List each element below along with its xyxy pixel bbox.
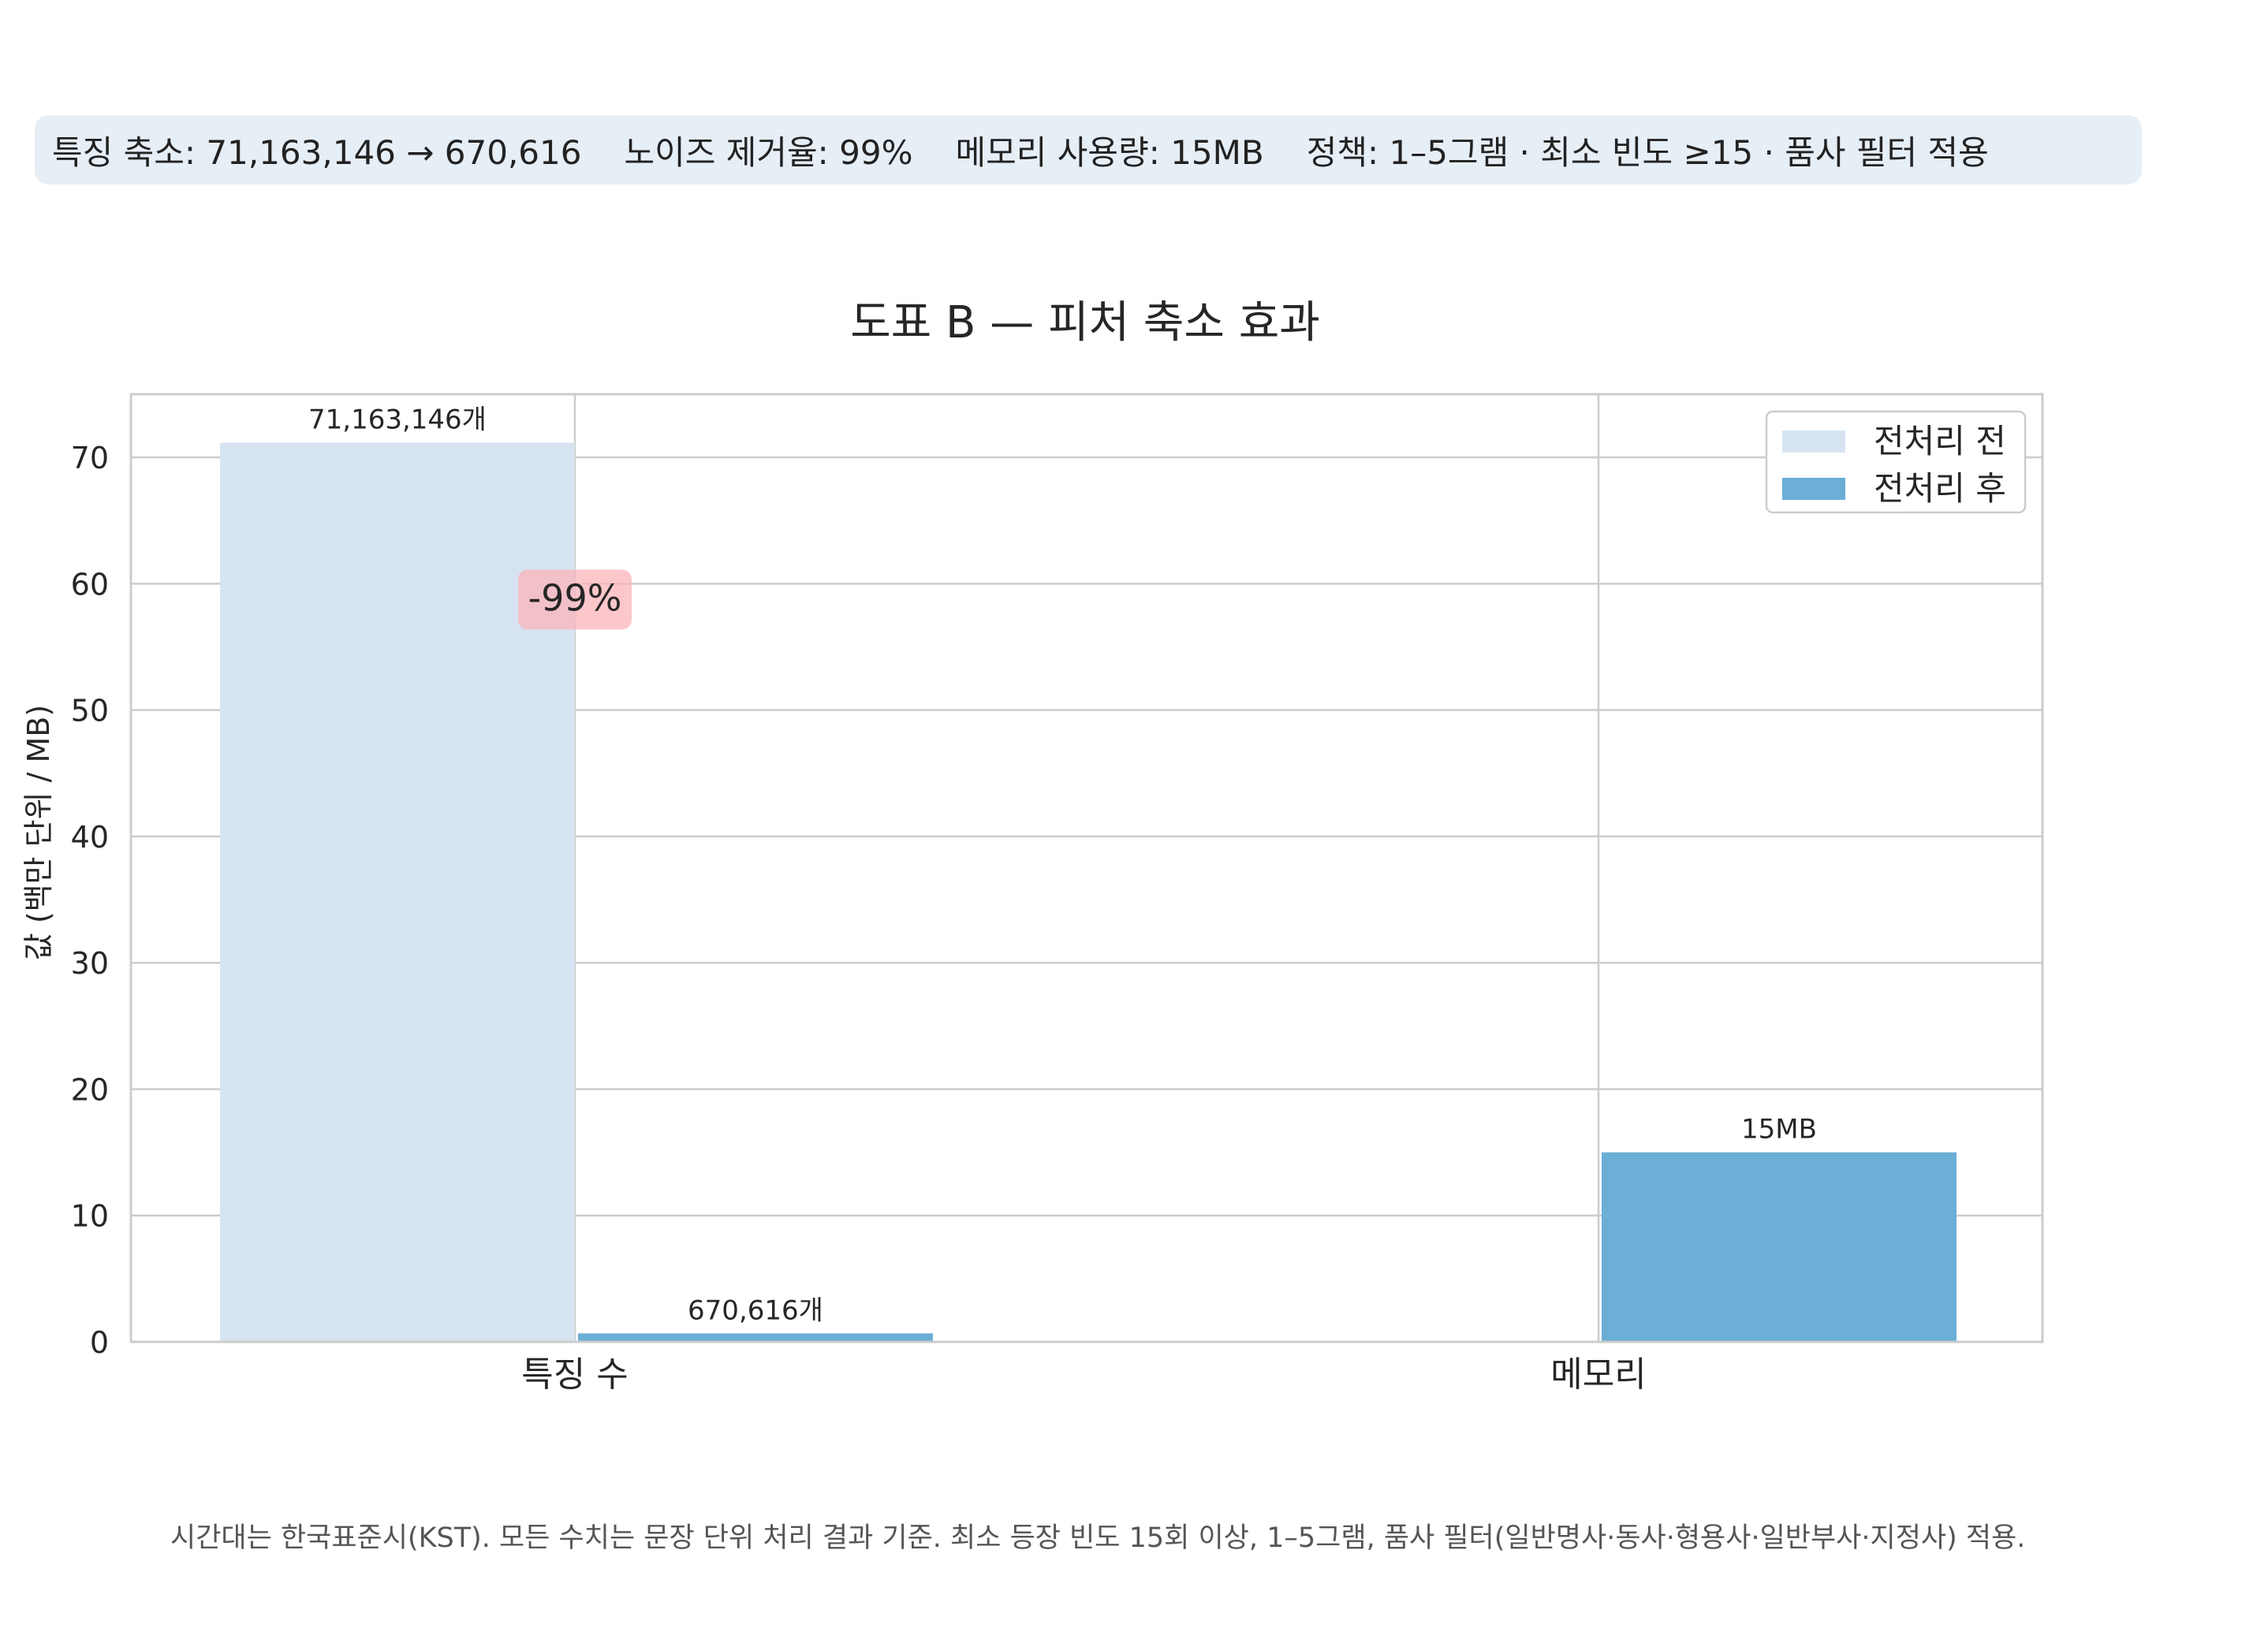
summary-policy: 정책: 1–5그램 · 최소 빈도 ≥15 · 품사 필터 적용 — [1306, 132, 1989, 172]
y-tick-label: 50 — [71, 694, 109, 728]
y-tick-label: 60 — [71, 567, 109, 602]
legend-label: 전처리 전 — [1874, 422, 2006, 460]
y-axis-label: 값 (백만 단위 / MB) — [21, 705, 56, 960]
summary-noise: 노이즈 제거율: 99% — [624, 132, 913, 172]
plot-frame — [129, 393, 2044, 1343]
x-tick-label: 특징 수 — [521, 1354, 628, 1395]
bar-value-label: 71,163,146개 — [308, 404, 487, 435]
bar-전처리 후 — [578, 1333, 933, 1342]
bar-value-label: 15MB — [1741, 1114, 1817, 1146]
legend-label: 전처리 후 — [1874, 469, 2006, 508]
x-tick-label: 메모리 — [1550, 1354, 1646, 1395]
chart-title: 도표 B — 피처 축소 효과 — [850, 297, 1320, 348]
annotation-label: -99% — [528, 576, 622, 619]
y-tick-label: 40 — [71, 820, 109, 855]
y-tick-label: 20 — [71, 1072, 109, 1107]
summary-bar: 특징 축소: 71,163,146 → 670,616 노이즈 제거율: 99%… — [35, 115, 2142, 184]
summary-reduction: 특징 축소: 71,163,146 → 670,616 — [52, 132, 582, 172]
y-tick-label: 0 — [90, 1325, 109, 1360]
bar-전처리 후 — [1602, 1152, 1957, 1342]
legend-swatch — [1782, 430, 1845, 453]
footnote: 시간대는 한국표준시(KST). 모든 수치는 문장 단위 처리 결과 기준. … — [170, 1522, 2026, 1554]
annotation-box — [518, 569, 632, 630]
y-tick-label: 70 — [71, 441, 109, 475]
legend-swatch — [1782, 478, 1845, 500]
y-tick-label: 30 — [71, 946, 109, 981]
bar-value-label: 670,616개 — [688, 1295, 823, 1326]
y-tick-label: 10 — [71, 1199, 109, 1234]
summary-memory: 메모리 사용량: 15MB — [955, 132, 1264, 172]
bar-전처리 전 — [220, 442, 575, 1343]
